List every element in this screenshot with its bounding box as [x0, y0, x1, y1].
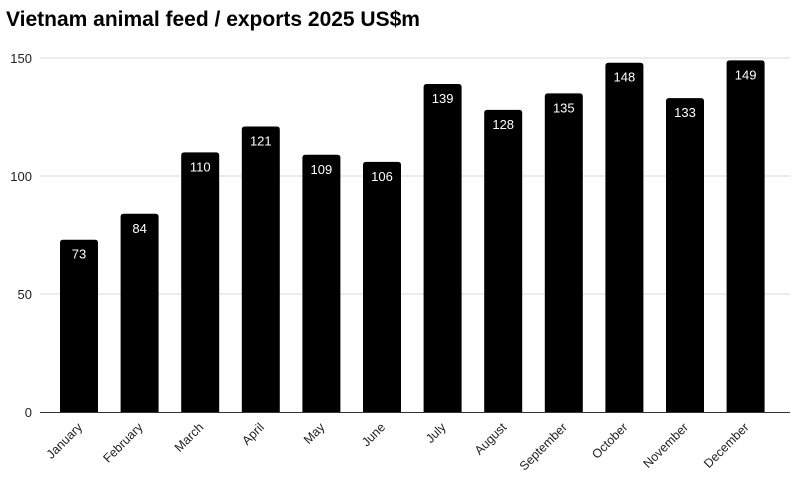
data-label: 135	[553, 100, 575, 115]
x-tick-label: July	[423, 420, 449, 446]
data-label: 106	[371, 169, 393, 184]
bar	[484, 109, 523, 413]
bar	[302, 154, 341, 412]
data-label: 121	[250, 133, 272, 148]
data-label: 149	[735, 67, 757, 82]
bar	[120, 213, 159, 412]
bar	[605, 62, 644, 412]
chart-title: Vietnam animal feed / exports 2025 US$m	[6, 8, 420, 31]
x-tick-label: May	[301, 420, 328, 447]
bar	[423, 83, 462, 413]
data-label: 84	[132, 221, 146, 236]
data-label: 128	[492, 117, 514, 132]
x-tick-label: November	[640, 420, 691, 471]
y-tick-label: 50	[18, 287, 32, 302]
x-tick-label: April	[239, 420, 267, 448]
bar	[666, 98, 704, 413]
data-label: 133	[674, 105, 696, 120]
x-tick-label: October	[589, 420, 630, 461]
bar	[363, 161, 401, 412]
x-tick-label: March	[172, 420, 206, 454]
bar	[544, 93, 583, 413]
y-tick-label: 150	[10, 51, 32, 66]
data-label: 109	[311, 162, 333, 177]
bar	[181, 152, 220, 412]
x-tick-label: June	[359, 420, 388, 449]
data-label: 148	[614, 70, 636, 85]
x-tick-label: December	[701, 420, 752, 471]
y-tick-label: 0	[25, 405, 32, 420]
data-label: 110	[190, 159, 211, 174]
bar	[241, 126, 280, 412]
data-label: 73	[72, 247, 86, 262]
x-tick-label: January	[44, 420, 86, 462]
x-tick-label: September	[517, 420, 570, 473]
y-tick-label: 100	[10, 169, 32, 184]
bar	[726, 60, 765, 413]
data-label: 139	[432, 91, 454, 106]
x-tick-label: February	[100, 420, 146, 466]
bar	[60, 239, 98, 412]
x-tick-label: August	[472, 420, 510, 458]
